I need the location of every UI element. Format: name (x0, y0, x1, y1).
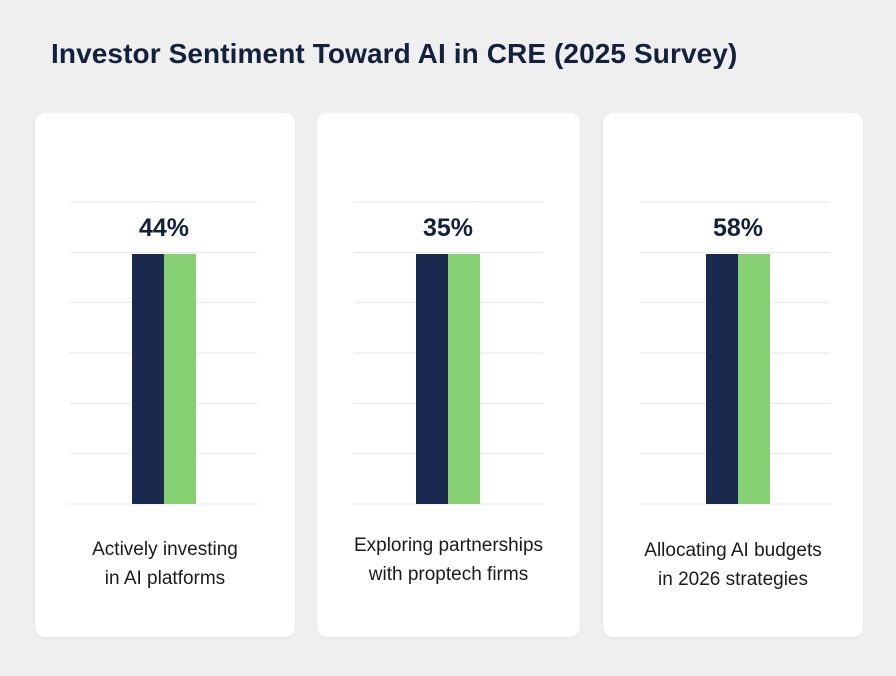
bar-dark-segment (706, 254, 738, 504)
stat-card-exploring-partnerships: 35% Exploring partnerships with proptech… (317, 113, 580, 637)
bar-dark-segment (132, 254, 164, 504)
bar-green-segment (448, 254, 480, 504)
value-label: 58% (713, 214, 763, 242)
bar-dark-segment (416, 254, 448, 504)
card-caption: Actively investing in AI platforms (35, 535, 295, 593)
caption-line: Exploring partnerships (353, 535, 544, 556)
caption-line: Allocating AI budgets (644, 540, 822, 561)
value-label: 44% (139, 214, 189, 242)
bar-chart-svg: 58% (640, 201, 830, 505)
bar-green-segment (738, 254, 770, 504)
bar-green-segment (164, 254, 196, 504)
stat-card-allocating-budgets: 58% Allocating AI budgets in 2026 strate… (603, 113, 863, 637)
value-label: 35% (423, 214, 473, 242)
caption-line: in 2026 strategies (658, 569, 808, 590)
chart-title: Investor Sentiment Toward AI in CRE (202… (51, 38, 738, 69)
card-caption: Exploring partnerships with proptech fir… (317, 531, 580, 589)
caption-line: in AI platforms (104, 568, 226, 589)
bar-chart-svg: 35% (354, 201, 543, 505)
caption-line: Actively investing (92, 539, 238, 560)
card-caption: Allocating AI budgets in 2026 strategies (603, 536, 863, 594)
stat-card-actively-investing: 44% Actively investing in AI platforms (35, 113, 295, 637)
caption-line: with proptech firms (368, 564, 529, 585)
bar-chart-svg: 44% (70, 201, 257, 505)
